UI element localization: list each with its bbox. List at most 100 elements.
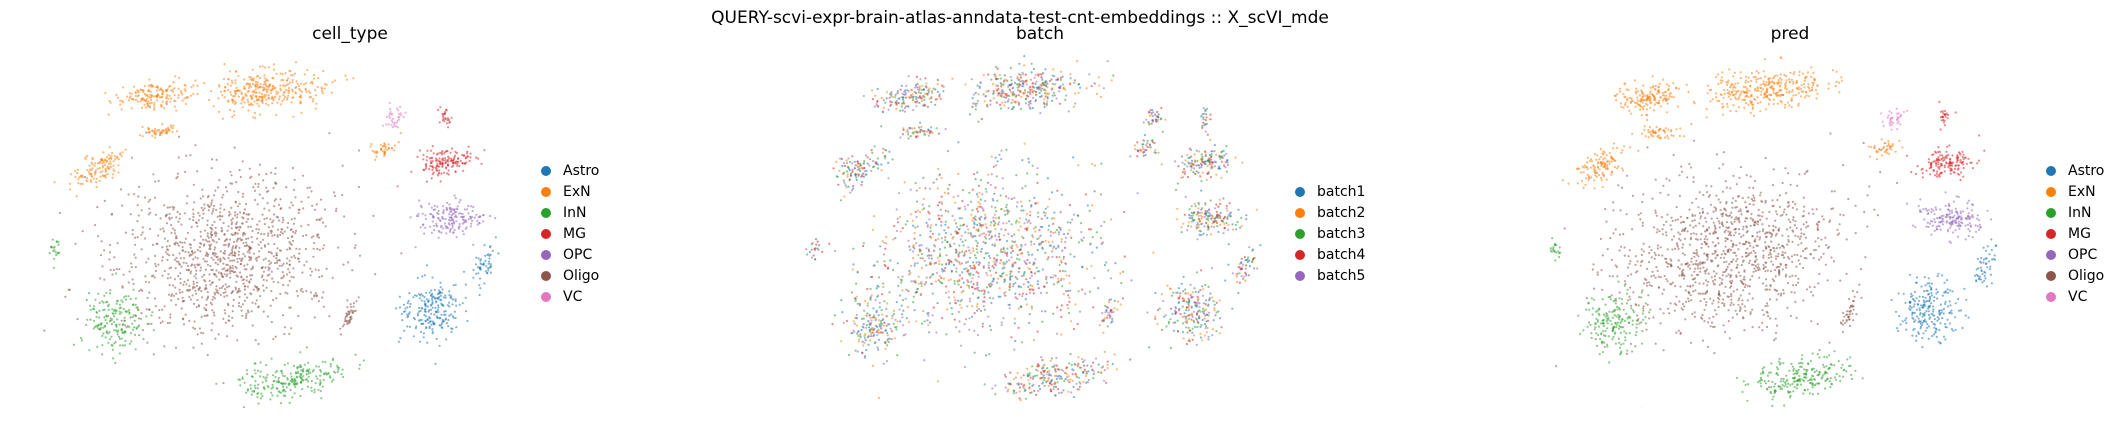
point — [141, 289, 144, 292]
point — [1015, 205, 1018, 208]
point — [1044, 84, 1047, 87]
point — [217, 186, 220, 189]
point — [462, 218, 466, 222]
point — [1067, 294, 1070, 297]
point — [203, 307, 206, 310]
point — [238, 257, 241, 260]
point — [148, 308, 151, 311]
point — [439, 286, 442, 289]
point — [114, 158, 117, 161]
point — [1109, 277, 1113, 280]
point — [165, 222, 169, 225]
point — [395, 121, 398, 124]
point — [434, 301, 438, 304]
point — [227, 225, 230, 228]
point — [1017, 307, 1020, 310]
point — [964, 366, 967, 369]
point — [102, 326, 105, 329]
point — [862, 175, 865, 178]
point — [1154, 149, 1157, 152]
point — [267, 259, 271, 263]
point — [926, 254, 929, 257]
point — [220, 227, 223, 230]
point — [471, 219, 474, 222]
point — [323, 208, 327, 211]
point — [299, 100, 302, 103]
point — [315, 218, 318, 222]
point — [208, 247, 211, 250]
point — [996, 254, 999, 257]
point — [278, 219, 281, 222]
point — [283, 98, 286, 101]
point — [870, 294, 873, 297]
point — [104, 170, 107, 173]
point — [943, 246, 946, 249]
point — [1053, 75, 1056, 78]
point — [906, 128, 909, 131]
point — [1036, 181, 1039, 184]
point — [848, 178, 851, 181]
point — [206, 204, 209, 207]
point — [344, 315, 347, 319]
point — [406, 301, 409, 305]
point — [219, 260, 222, 263]
point — [134, 297, 137, 300]
point — [1024, 185, 1027, 188]
point — [231, 259, 234, 262]
point — [267, 94, 270, 97]
point — [1112, 74, 1115, 77]
point — [352, 305, 355, 308]
point — [305, 289, 308, 293]
point — [864, 154, 867, 157]
point — [835, 160, 838, 163]
point — [1018, 258, 1021, 261]
cluster-exn-right — [1129, 130, 1164, 158]
point — [1088, 73, 1091, 76]
point — [426, 341, 429, 344]
point — [927, 89, 930, 92]
point — [104, 168, 107, 171]
point — [215, 275, 218, 278]
point — [1000, 149, 1003, 152]
point — [971, 277, 974, 280]
point — [201, 296, 204, 299]
legend-item-opc: OPC — [541, 247, 599, 263]
point — [1048, 198, 1051, 201]
point — [1021, 91, 1025, 94]
point — [1003, 92, 1006, 95]
point — [440, 294, 443, 297]
point — [448, 290, 451, 293]
point — [1005, 206, 1008, 209]
point — [242, 231, 245, 234]
point — [272, 63, 276, 66]
point — [195, 305, 198, 309]
point — [116, 299, 119, 302]
point — [959, 286, 963, 289]
point — [251, 78, 254, 81]
point — [109, 162, 112, 165]
point — [264, 82, 267, 85]
point — [202, 257, 205, 260]
point — [881, 240, 884, 243]
point — [236, 213, 239, 216]
point — [122, 307, 125, 311]
point — [1068, 300, 1071, 303]
point — [87, 170, 91, 173]
point — [1052, 245, 1056, 248]
point — [1019, 76, 1023, 79]
point — [900, 84, 903, 87]
point — [107, 154, 110, 157]
point — [448, 213, 451, 216]
point — [297, 370, 300, 373]
point — [116, 242, 119, 245]
point — [937, 380, 940, 383]
point — [1048, 244, 1051, 247]
point — [252, 288, 255, 291]
point — [442, 171, 446, 174]
point — [375, 155, 378, 158]
point — [258, 250, 261, 253]
point — [293, 392, 296, 395]
point — [900, 281, 903, 284]
point — [293, 72, 296, 75]
point — [1004, 294, 1007, 297]
